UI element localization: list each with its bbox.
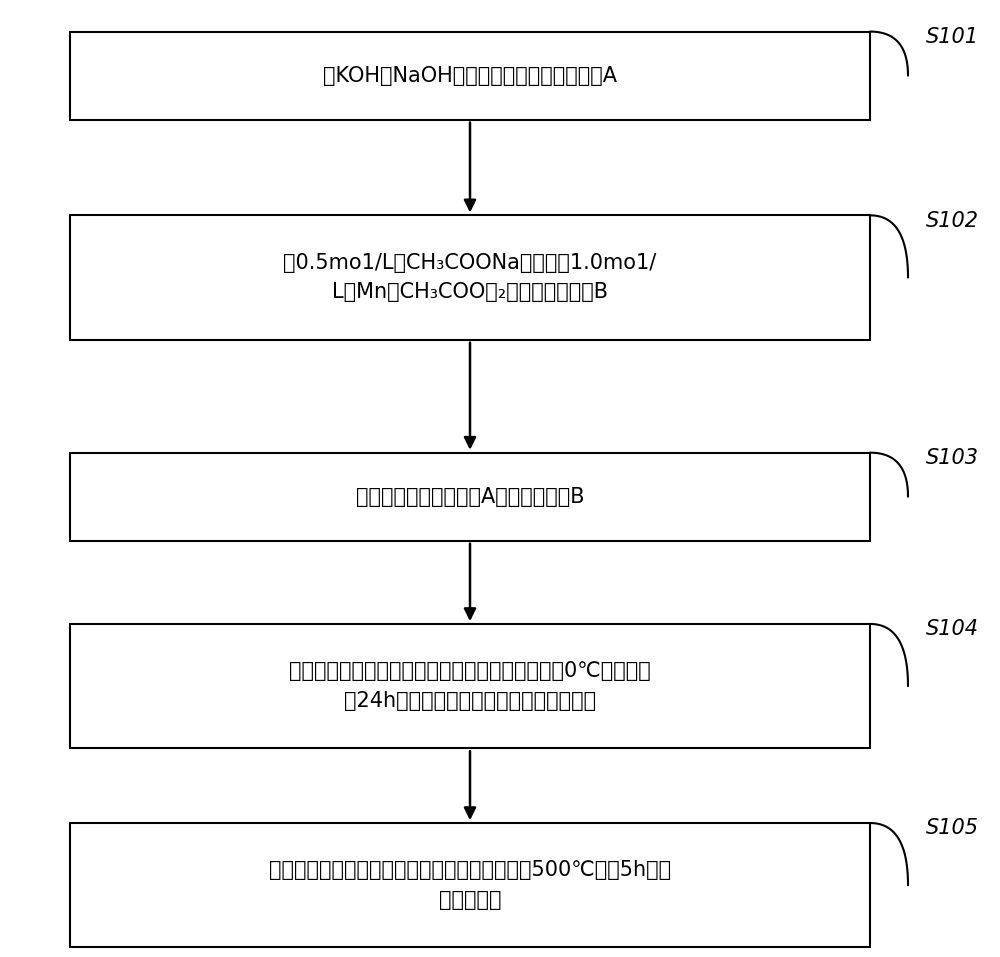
Text: S105: S105: [926, 818, 979, 838]
Text: S102: S102: [926, 211, 979, 231]
Text: 在搅拌条件下，将溶液A逐滴加入溶液B: 在搅拌条件下，将溶液A逐滴加入溶液B: [356, 487, 584, 506]
Text: 共0.5mo1/L的CH₃COONa溶液倒入1.0mo1/
L的Mn（CH₃COO）₂溶液中配成溶液B: 共0.5mo1/L的CH₃COONa溶液倒入1.0mo1/ L的Mn（CH₃CO…: [283, 253, 657, 302]
Text: 将分离后的物质放入管式炉中烘干，空气气氛下500℃锻烧5h，自
然冷却即可: 将分离后的物质放入管式炉中烘干，空气气氛下500℃锻烧5h，自 然冷却即可: [269, 860, 671, 910]
Text: 将KOH和NaOH用去离子水溦解，配成溶液A: 将KOH和NaOH用去离子水溦解，配成溶液A: [323, 66, 617, 85]
FancyBboxPatch shape: [70, 823, 870, 947]
Text: S104: S104: [926, 619, 979, 639]
Text: S101: S101: [926, 27, 979, 47]
Text: 滴加完成后，将混合后的溶液转移到高压釜内，在0℃条件下反
应24h，自然冷却至室温后将产物离心分离: 滴加完成后，将混合后的溶液转移到高压釜内，在0℃条件下反 应24h，自然冷却至室…: [289, 661, 651, 711]
FancyBboxPatch shape: [70, 624, 870, 748]
FancyBboxPatch shape: [70, 453, 870, 541]
Text: S103: S103: [926, 448, 979, 468]
FancyBboxPatch shape: [70, 215, 870, 340]
FancyBboxPatch shape: [70, 32, 870, 120]
